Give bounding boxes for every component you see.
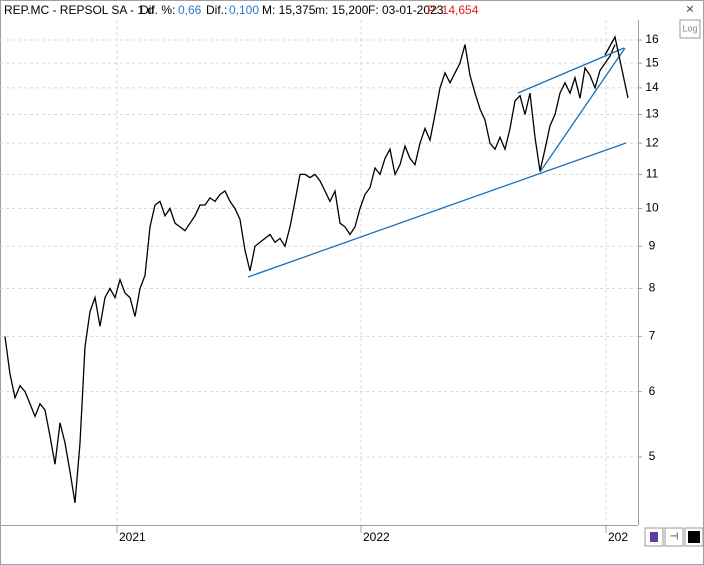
save-icon (650, 532, 658, 542)
diff-pct: 0,66 (178, 3, 202, 17)
y-tick-label: 11 (646, 167, 659, 181)
y-tick-label: 9 (649, 238, 656, 252)
svg-text:×: × (686, 1, 694, 17)
date: F: 03-01-2023 (368, 3, 444, 17)
color-swatch (688, 531, 700, 543)
y-tick-label: 16 (645, 32, 659, 46)
symbol: REP.MC - REPSOL SA - 1 d (4, 3, 155, 17)
header: REP.MC - REPSOL SA - 1 d Dif. %: 0,66 Di… (0, 0, 640, 20)
y-tick-label: 7 (649, 329, 656, 343)
pin-button[interactable] (664, 527, 684, 547)
log-label[interactable]: Log (682, 23, 697, 33)
x-tick-label: 2022 (363, 530, 390, 544)
svg-text:⊣: ⊣ (670, 532, 679, 543)
max: M: 15,375 (262, 3, 316, 17)
y-tick-label: 13 (645, 107, 659, 121)
y-tick-label: 12 (645, 135, 659, 149)
log-button[interactable] (679, 19, 701, 39)
x-tick-label: 2021 (119, 530, 146, 544)
y-tick-label: 8 (649, 281, 656, 295)
y-tick-label: 14 (645, 80, 659, 94)
diff-label: Dif.: (206, 3, 228, 17)
y-tick-label: 10 (645, 201, 659, 215)
price: P: 14,654 (427, 3, 479, 17)
y-tick-label: 6 (649, 384, 656, 398)
x-tick-label: 202 (608, 530, 628, 544)
y-tick-label: 15 (645, 55, 659, 69)
price-line (4, 44, 616, 503)
diff-pct-label: Dif. %: (140, 3, 176, 17)
y-tick-label: 5 (649, 449, 656, 463)
diff: 0,100 (229, 3, 260, 17)
min: m: 15,200 (315, 3, 369, 17)
